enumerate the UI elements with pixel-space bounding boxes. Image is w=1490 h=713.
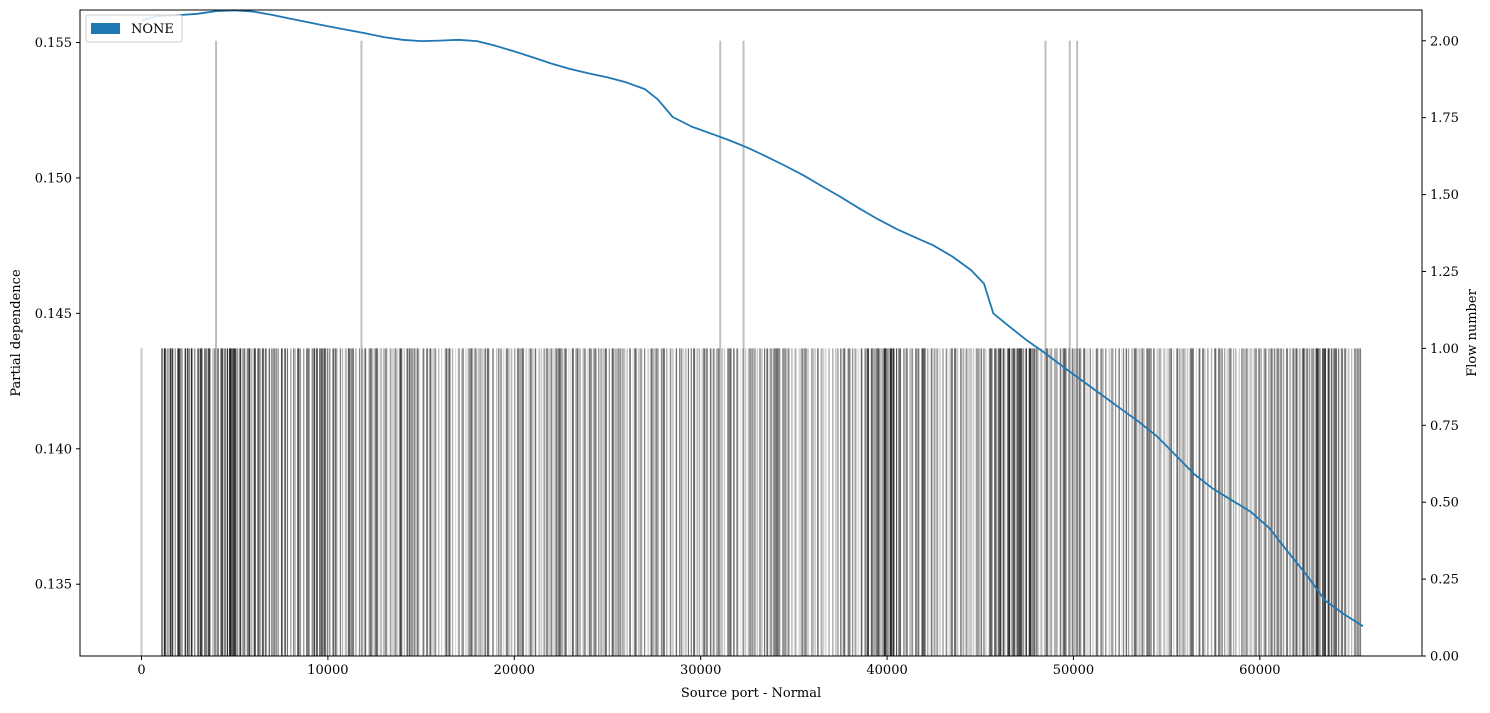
legend-label: NONE (131, 22, 174, 37)
y-tick-label: 0.145 (35, 307, 72, 322)
y-axis-label: Partial dependence (9, 269, 24, 397)
y2-axis-label: Flow number (1465, 288, 1480, 376)
legend: NONE (85, 14, 183, 43)
y2-tick-label: 1.50 (1430, 188, 1459, 203)
x-tick-label: 30000 (680, 663, 721, 678)
y-tick-label: 0.135 (35, 578, 72, 593)
y-tick-label: 0.155 (35, 36, 72, 51)
legend-swatch (91, 23, 120, 34)
x-tick-label: 10000 (307, 663, 348, 678)
y2-tick-label: 1.25 (1430, 265, 1459, 280)
x-axis: 0 10000 20000 30000 40000 50000 60000 (137, 656, 1281, 678)
x-axis-label: Source port - Normal (681, 686, 821, 701)
y-tick-label: 0.150 (35, 171, 72, 186)
rug-layer (140, 40, 1362, 656)
y-axis-left: 0.135 0.140 0.145 0.150 0.155 (35, 36, 80, 593)
legend-frame (85, 14, 183, 43)
plot-frame (79, 9, 1423, 657)
x-tick-label: 20000 (494, 663, 535, 678)
y2-tick-label: 0.25 (1430, 573, 1459, 588)
x-tick-label: 50000 (1053, 663, 1094, 678)
y-axis-right: 0.00 0.25 0.50 0.75 1.00 1.25 1.50 1.75 2.00 (1422, 34, 1459, 665)
y2-tick-label: 1.75 (1430, 111, 1459, 126)
y2-tick-label: 0.00 (1430, 650, 1459, 665)
series-line-none (141, 9, 1364, 627)
y2-tick-label: 0.50 (1430, 496, 1459, 511)
y2-tick-label: 2.00 (1430, 34, 1459, 49)
line-layer (141, 9, 1364, 627)
y-tick-label: 0.140 (35, 442, 72, 457)
y2-tick-label: 0.75 (1430, 419, 1459, 434)
x-tick-label: 0 (137, 663, 145, 678)
x-tick-label: 60000 (1239, 663, 1280, 678)
x-tick-label: 40000 (866, 663, 907, 678)
y2-tick-label: 1.00 (1430, 342, 1459, 357)
